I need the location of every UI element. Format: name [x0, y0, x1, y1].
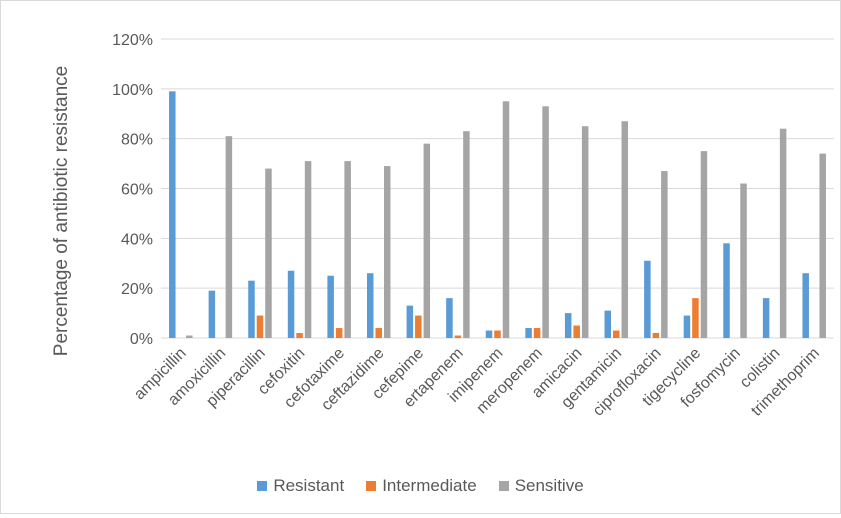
y-tick-label: 0%	[130, 331, 153, 348]
bar-intermediate-gentamicin	[613, 330, 620, 338]
bar-intermediate-imipenem	[494, 330, 501, 338]
bar-sensitive-cefoxitin	[304, 161, 312, 338]
bar-sensitive-ceftazidime	[383, 166, 391, 338]
bar-resistant-fosfomycin	[723, 243, 730, 338]
bar-resistant-piperacillin	[248, 280, 255, 338]
y-tick-label: 60%	[121, 182, 153, 199]
bars	[169, 91, 826, 339]
bar-sensitive-tigecycline	[700, 151, 708, 338]
bar-sensitive-cefotaxime	[344, 161, 351, 338]
bar-resistant-ciprofloxacin	[644, 260, 651, 338]
bar-intermediate-meropenem	[533, 328, 541, 338]
legend-item-sensitive: Sensitive	[498, 476, 584, 496]
bar-resistant-trimethoprim	[802, 273, 809, 338]
bar-sensitive-ciprofloxacin	[661, 171, 668, 338]
bar-resistant-imipenem	[485, 330, 493, 338]
bar-intermediate-cefoxitin	[296, 333, 303, 338]
gridlines	[161, 38, 834, 339]
bar-resistant-gentamicin	[604, 310, 612, 338]
bar-intermediate-amicacin	[573, 325, 580, 338]
bar-resistant-ampicillin	[169, 91, 176, 338]
y-tick-label: 120%	[112, 32, 153, 49]
bar-sensitive-amicacin	[581, 126, 589, 338]
bar-resistant-cefoxitin	[287, 270, 295, 338]
bar-resistant-colistin	[762, 298, 770, 338]
bar-sensitive-colistin	[779, 128, 787, 338]
bar-sensitive-fosfomycin	[740, 183, 747, 338]
y-tick-label: 40%	[121, 231, 153, 248]
bar-resistant-ertapenem	[446, 298, 453, 338]
bar-sensitive-cefepime	[423, 143, 431, 338]
bar-sensitive-trimethoprim	[819, 153, 826, 338]
bar-sensitive-amoxicillin	[225, 136, 233, 338]
legend-swatch-intermediate	[366, 481, 377, 491]
y-axis-ticks: 0% 20% 40% 60% 80% 100% 120%	[112, 32, 153, 348]
y-tick-label: 80%	[121, 132, 153, 149]
bar-intermediate-cefotaxime	[335, 328, 343, 338]
bar-intermediate-tigecycline	[692, 298, 699, 338]
bar-intermediate-ertapenem	[454, 335, 462, 338]
bar-intermediate-ciprofloxacin	[652, 333, 660, 338]
legend-swatch-sensitive	[498, 481, 509, 491]
legend: Resistant Intermediate Sensitive	[0, 476, 841, 496]
bar-sensitive-gentamicin	[621, 121, 629, 338]
legend-label-resistant: Resistant	[273, 476, 345, 495]
y-tick-label: 20%	[121, 281, 153, 298]
bar-sensitive-meropenem	[542, 106, 549, 339]
bar-resistant-tigecycline	[683, 315, 691, 338]
legend-label-intermediate: Intermediate	[382, 476, 477, 495]
legend-item-resistant: Resistant	[257, 476, 344, 496]
bar-sensitive-piperacillin	[265, 168, 272, 338]
bar-sensitive-ampicillin	[186, 335, 193, 338]
bar-intermediate-cefepime	[415, 315, 422, 338]
bar-sensitive-ertapenem	[463, 131, 470, 338]
legend-label-sensitive: Sensitive	[514, 476, 584, 495]
bar-resistant-amoxicillin	[208, 290, 216, 338]
bar-intermediate-piperacillin	[256, 315, 264, 338]
legend-swatch-resistant	[257, 481, 268, 491]
y-axis-label: Percentage of antibiotic resistance	[51, 66, 72, 356]
x-axis-ticks: ampicillinamoxicillinpiperacillincefoxit…	[131, 345, 823, 420]
bar-resistant-meropenem	[525, 328, 532, 338]
bar-intermediate-ceftazidime	[375, 328, 382, 338]
y-tick-label: 100%	[112, 82, 153, 99]
bar-sensitive-imipenem	[502, 101, 510, 339]
bar-resistant-amicacin	[564, 313, 572, 338]
bar-resistant-ceftazidime	[366, 273, 374, 338]
bar-resistant-cefotaxime	[327, 275, 334, 338]
legend-item-intermediate: Intermediate	[366, 476, 477, 496]
bar-resistant-cefepime	[406, 305, 414, 338]
